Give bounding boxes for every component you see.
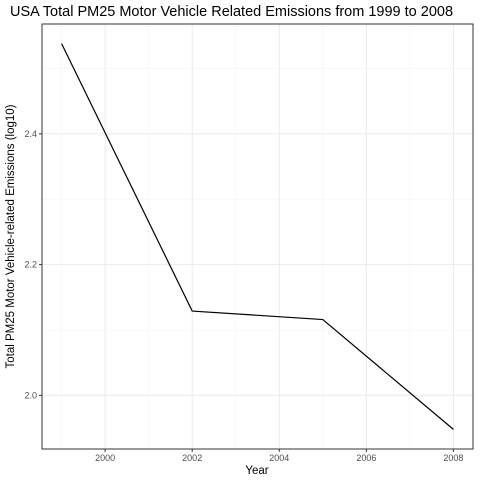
series-line [61, 43, 454, 430]
plot-panel [41, 23, 474, 450]
x-tick-label: 2006 [356, 453, 376, 463]
x-tick-label: 2004 [269, 453, 289, 463]
major-gridlines [42, 24, 473, 449]
y-axis: 2.0 2.2 2.4 [24, 129, 42, 400]
minor-gridlines [42, 24, 473, 449]
y-tick-label: 2.4 [24, 129, 37, 139]
plot-panel-border [41, 23, 474, 450]
x-tick-label: 2008 [443, 453, 463, 463]
x-axis: 2000 2002 2004 2006 2008 [95, 449, 463, 463]
x-tick-label: 2002 [182, 453, 202, 463]
y-axis-title: Total PM25 Motor Vehicle-related Emissio… [5, 104, 17, 368]
x-tick-label: 2000 [95, 453, 115, 463]
chart-title: USA Total PM25 Motor Vehicle Related Emi… [10, 4, 453, 20]
plot-panel-background [42, 24, 473, 449]
y-tick-label: 2.0 [24, 390, 37, 400]
x-axis-title: Year [245, 465, 268, 477]
y-tick-label: 2.2 [24, 260, 37, 270]
series-layer [61, 43, 454, 430]
